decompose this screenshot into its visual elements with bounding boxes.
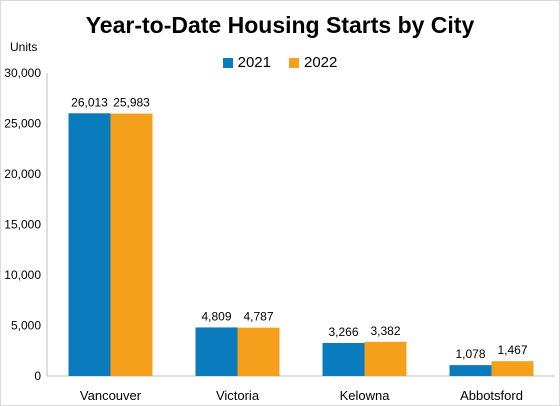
legend-item-2022: 2022: [289, 54, 337, 71]
legend-label-2021: 2021: [237, 54, 271, 71]
y-axis-label: Units: [10, 40, 38, 54]
bar-2022-abbotsford: [491, 361, 534, 376]
y-tick-label: 5,000: [11, 319, 41, 333]
chart-title: Year-to-Date Housing Starts by City: [85, 12, 475, 38]
legend-item-2021: 2021: [222, 54, 271, 71]
y-tick-label: 15,000: [4, 218, 41, 232]
bar-2021-kelowna: [322, 343, 365, 376]
y-tick-label: 0: [34, 369, 41, 383]
data-label-2022-kelowna: 3,382: [370, 324, 400, 338]
y-tick-label: 30,000: [4, 66, 41, 80]
data-label-2022-abbotsford: 1,467: [497, 343, 527, 357]
y-tick-label: 20,000: [4, 167, 41, 181]
data-label-2021-kelowna: 3,266: [328, 325, 358, 339]
data-label-2022-victoria: 4,787: [243, 310, 273, 324]
y-tick-label: 25,000: [4, 117, 41, 131]
data-label-2021-abbotsford: 1,078: [455, 347, 485, 361]
data-label-2022-vancouver: 25,983: [113, 96, 150, 110]
data-label-2021-vancouver: 26,013: [71, 95, 108, 109]
bar-2021-vancouver: [68, 113, 111, 376]
bar-2021-victoria: [195, 327, 238, 376]
data-label-2021-victoria: 4,809: [201, 309, 231, 323]
x-tick-label-victoria: Victoria: [216, 388, 260, 403]
bar-2022-kelowna: [364, 341, 407, 376]
y-tick-label: 10,000: [4, 268, 41, 282]
x-tick-label-kelowna: Kelowna: [340, 388, 391, 403]
legend-swatch-2021: [222, 57, 233, 68]
bar-2022-vancouver: [110, 113, 153, 376]
x-tick-label-vancouver: Vancouver: [80, 388, 142, 403]
x-tick-label-abbotsford: Abbotsford: [460, 388, 523, 403]
bar-2022-victoria: [237, 327, 280, 376]
legend: 2021 2022: [0, 54, 560, 71]
legend-label-2022: 2022: [304, 54, 338, 71]
legend-swatch-2022: [289, 57, 299, 68]
bar-2021-abbotsford: [449, 365, 492, 376]
